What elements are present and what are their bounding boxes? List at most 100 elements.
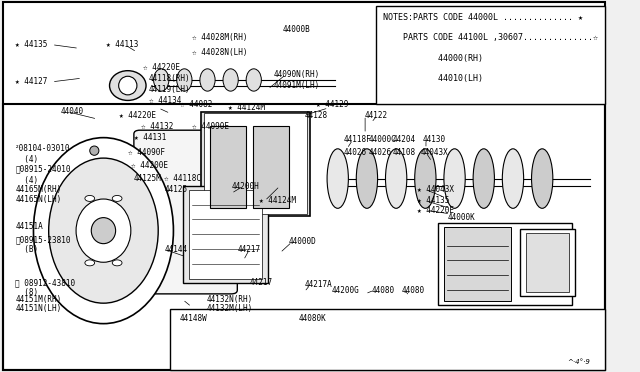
Text: 44122: 44122 — [365, 111, 388, 120]
Text: 44148W: 44148W — [179, 314, 207, 323]
Text: 44125M: 44125M — [134, 174, 162, 183]
Text: ★ 44043X: ★ 44043X — [417, 185, 454, 194]
Bar — [189, 190, 262, 279]
Text: Ⓥ08915-24010: Ⓥ08915-24010 — [15, 165, 70, 174]
Circle shape — [112, 260, 122, 266]
Text: ★ 44220E: ★ 44220E — [118, 111, 156, 120]
Text: 44000C: 44000C — [368, 135, 396, 144]
Ellipse shape — [223, 69, 238, 91]
Bar — [438, 223, 572, 305]
Text: 44080K: 44080K — [298, 314, 326, 323]
Text: 44118F: 44118F — [344, 135, 372, 144]
Text: 44132N(RH): 44132N(RH) — [207, 295, 253, 304]
Bar — [376, 6, 605, 104]
Text: ☆ 44200E: ☆ 44200E — [131, 161, 168, 170]
FancyBboxPatch shape — [134, 130, 237, 294]
Bar — [210, 126, 246, 208]
Bar — [170, 309, 605, 370]
Circle shape — [85, 195, 95, 201]
Text: 44204: 44204 — [392, 135, 415, 144]
Ellipse shape — [200, 69, 215, 91]
Ellipse shape — [385, 149, 407, 208]
Text: NOTES:PARTS CODE 44000L .............. ★: NOTES:PARTS CODE 44000L .............. ★ — [383, 13, 584, 22]
Ellipse shape — [473, 149, 495, 208]
Ellipse shape — [502, 149, 524, 208]
Text: 44217: 44217 — [250, 278, 273, 287]
Text: ^·4°·9: ^·4°·9 — [568, 359, 590, 365]
Bar — [182, 186, 268, 283]
Text: 44000(RH): 44000(RH) — [383, 54, 483, 63]
Text: 44000D: 44000D — [289, 237, 317, 246]
Bar — [204, 113, 307, 214]
Text: 44010(LH): 44010(LH) — [383, 74, 483, 83]
Text: ☆ 44090E: ☆ 44090E — [192, 122, 228, 131]
Text: 44217A: 44217A — [304, 280, 332, 289]
Text: 44165N(LH): 44165N(LH) — [15, 195, 61, 203]
Text: 44040: 44040 — [61, 107, 84, 116]
Text: ☆ 44028M(RH): ☆ 44028M(RH) — [192, 33, 247, 42]
Ellipse shape — [327, 149, 348, 208]
Text: (8): (8) — [15, 288, 38, 296]
Text: 44091M(LH): 44091M(LH) — [274, 81, 320, 90]
Text: 44128: 44128 — [304, 111, 328, 120]
Text: 44132M(LH): 44132M(LH) — [207, 304, 253, 313]
Text: ☆ 44090F: ☆ 44090F — [128, 148, 164, 157]
Text: ☆ 44118C: ☆ 44118C — [164, 174, 202, 183]
Text: (4): (4) — [15, 155, 38, 164]
Text: 44000K: 44000K — [447, 213, 475, 222]
Ellipse shape — [118, 76, 137, 95]
Bar — [253, 126, 289, 208]
Text: 44200H: 44200H — [231, 182, 259, 190]
Ellipse shape — [90, 146, 99, 155]
Text: 44151M(RH): 44151M(RH) — [15, 295, 61, 304]
Text: (B): (B) — [15, 245, 38, 254]
Text: ★ 44113: ★ 44113 — [106, 40, 139, 49]
Text: Ⓥ08915-23810: Ⓥ08915-23810 — [15, 235, 70, 244]
Text: 44119(LH): 44119(LH) — [149, 85, 191, 94]
Text: ★ 44124M: ★ 44124M — [228, 103, 265, 112]
Text: ☆ 44082: ☆ 44082 — [179, 100, 212, 109]
Ellipse shape — [33, 138, 173, 324]
Text: ☆ 44132: ☆ 44132 — [141, 122, 173, 131]
Ellipse shape — [356, 149, 378, 208]
Text: 44151A: 44151A — [15, 222, 43, 231]
Text: ☆ 44220E: ☆ 44220E — [143, 62, 180, 71]
Text: ★ 44127: ★ 44127 — [15, 77, 47, 86]
Text: 44125: 44125 — [164, 185, 188, 194]
Bar — [201, 112, 310, 216]
Text: ★ 44135: ★ 44135 — [15, 40, 47, 49]
Ellipse shape — [76, 199, 131, 262]
Text: 44151N(LH): 44151N(LH) — [15, 304, 61, 313]
Text: 44217: 44217 — [237, 245, 260, 254]
Text: 44130: 44130 — [423, 135, 446, 144]
Bar — [520, 229, 575, 296]
Text: 44080: 44080 — [402, 286, 425, 295]
Circle shape — [112, 195, 122, 201]
Text: ★ 44135: ★ 44135 — [417, 196, 449, 205]
Ellipse shape — [444, 149, 465, 208]
Text: 44108: 44108 — [392, 148, 415, 157]
Text: 44090N(RH): 44090N(RH) — [274, 70, 320, 79]
Text: ★ 44129: ★ 44129 — [316, 100, 349, 109]
Text: (4): (4) — [15, 176, 38, 185]
Ellipse shape — [92, 218, 116, 244]
Text: ★ 44124M: ★ 44124M — [259, 196, 296, 205]
Bar — [526, 232, 569, 292]
Circle shape — [85, 260, 95, 266]
Text: 44165M(RH): 44165M(RH) — [15, 185, 61, 194]
Bar — [3, 104, 605, 370]
Ellipse shape — [415, 149, 436, 208]
Text: ☆ 44134: ☆ 44134 — [149, 96, 182, 105]
Ellipse shape — [177, 69, 192, 91]
Text: 44000B: 44000B — [283, 25, 310, 34]
Text: 44118(RH): 44118(RH) — [149, 74, 191, 83]
Bar — [444, 227, 511, 301]
Text: ²08104-03010: ²08104-03010 — [15, 144, 70, 153]
Text: ★ 44131: ★ 44131 — [134, 133, 166, 142]
Text: Ⓝ 08912-43810: Ⓝ 08912-43810 — [15, 278, 76, 287]
Ellipse shape — [154, 69, 169, 91]
Text: ☆ 44028N(LH): ☆ 44028N(LH) — [192, 48, 247, 57]
Text: ★ 44220E: ★ 44220E — [417, 206, 454, 215]
Text: 44144: 44144 — [164, 245, 188, 254]
Ellipse shape — [532, 149, 553, 208]
